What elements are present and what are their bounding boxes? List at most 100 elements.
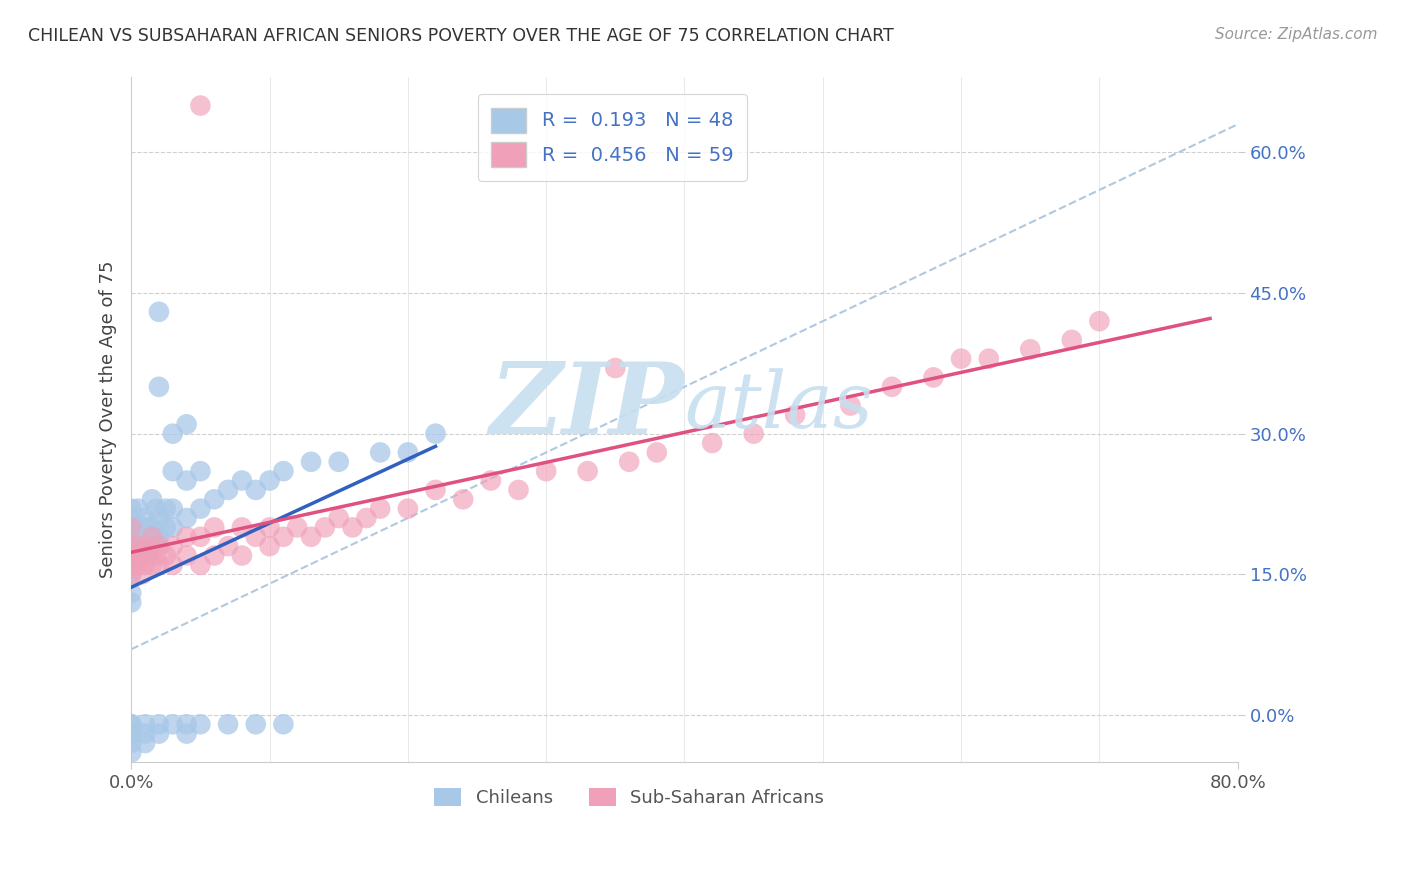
- Point: [120, 736, 142, 750]
- Point: [273, 530, 295, 544]
- Point: [217, 483, 239, 497]
- Point: [162, 464, 184, 478]
- Point: [299, 530, 322, 544]
- Point: [645, 445, 668, 459]
- Point: [120, 558, 142, 572]
- Point: [120, 520, 142, 534]
- Point: [148, 717, 170, 731]
- Point: [342, 520, 364, 534]
- Point: [162, 501, 184, 516]
- Point: [245, 530, 267, 544]
- Point: [127, 530, 149, 544]
- Point: [425, 483, 447, 497]
- Point: [134, 558, 156, 572]
- Point: [120, 530, 142, 544]
- Point: [136, 520, 159, 534]
- Point: [245, 717, 267, 731]
- Point: [148, 539, 170, 553]
- Point: [120, 511, 142, 525]
- Point: [176, 726, 198, 740]
- Point: [120, 595, 142, 609]
- Point: [148, 530, 170, 544]
- Point: [145, 501, 167, 516]
- Point: [162, 717, 184, 731]
- Point: [328, 455, 350, 469]
- Point: [162, 426, 184, 441]
- Point: [155, 501, 177, 516]
- Point: [190, 558, 212, 572]
- Point: [134, 726, 156, 740]
- Point: [120, 567, 142, 582]
- Point: [259, 539, 281, 553]
- Point: [202, 549, 225, 563]
- Point: [977, 351, 1000, 366]
- Point: [922, 370, 945, 384]
- Point: [176, 511, 198, 525]
- Point: [131, 549, 153, 563]
- Point: [141, 539, 163, 553]
- Point: [127, 520, 149, 534]
- Point: [576, 464, 599, 478]
- Point: [702, 436, 724, 450]
- Point: [328, 511, 350, 525]
- Point: [120, 539, 142, 553]
- Point: [120, 539, 142, 553]
- Point: [202, 520, 225, 534]
- Point: [134, 736, 156, 750]
- Point: [134, 539, 156, 553]
- Point: [190, 530, 212, 544]
- Point: [508, 483, 530, 497]
- Text: CHILEAN VS SUBSAHARAN AFRICAN SENIORS POVERTY OVER THE AGE OF 75 CORRELATION CHA: CHILEAN VS SUBSAHARAN AFRICAN SENIORS PO…: [28, 27, 894, 45]
- Point: [950, 351, 973, 366]
- Point: [148, 305, 170, 319]
- Point: [162, 539, 184, 553]
- Point: [1060, 333, 1083, 347]
- Point: [314, 520, 336, 534]
- Point: [356, 511, 378, 525]
- Point: [245, 483, 267, 497]
- Point: [176, 474, 198, 488]
- Y-axis label: Seniors Poverty Over the Age of 75: Seniors Poverty Over the Age of 75: [100, 260, 117, 578]
- Point: [617, 455, 640, 469]
- Point: [273, 717, 295, 731]
- Point: [148, 726, 170, 740]
- Point: [155, 549, 177, 563]
- Point: [120, 567, 142, 582]
- Point: [134, 530, 156, 544]
- Point: [134, 717, 156, 731]
- Point: [120, 549, 142, 563]
- Point: [148, 511, 170, 525]
- Point: [136, 549, 159, 563]
- Point: [127, 539, 149, 553]
- Point: [217, 717, 239, 731]
- Point: [451, 492, 474, 507]
- Point: [605, 361, 627, 376]
- Point: [127, 558, 149, 572]
- Point: [148, 558, 170, 572]
- Point: [259, 520, 281, 534]
- Point: [176, 717, 198, 731]
- Point: [259, 474, 281, 488]
- Text: atlas: atlas: [685, 368, 873, 444]
- Point: [190, 717, 212, 731]
- Point: [134, 539, 156, 553]
- Legend: Chileans, Sub-Saharan Africans: Chileans, Sub-Saharan Africans: [427, 780, 831, 814]
- Point: [155, 520, 177, 534]
- Point: [141, 520, 163, 534]
- Point: [176, 530, 198, 544]
- Point: [148, 380, 170, 394]
- Point: [120, 558, 142, 572]
- Point: [839, 399, 862, 413]
- Point: [1088, 314, 1111, 328]
- Point: [141, 492, 163, 507]
- Point: [134, 511, 156, 525]
- Point: [299, 455, 322, 469]
- Point: [396, 445, 419, 459]
- Point: [120, 520, 142, 534]
- Point: [120, 717, 142, 731]
- Point: [120, 745, 142, 759]
- Point: [131, 549, 153, 563]
- Point: [273, 464, 295, 478]
- Point: [141, 530, 163, 544]
- Text: ZIP: ZIP: [489, 358, 685, 454]
